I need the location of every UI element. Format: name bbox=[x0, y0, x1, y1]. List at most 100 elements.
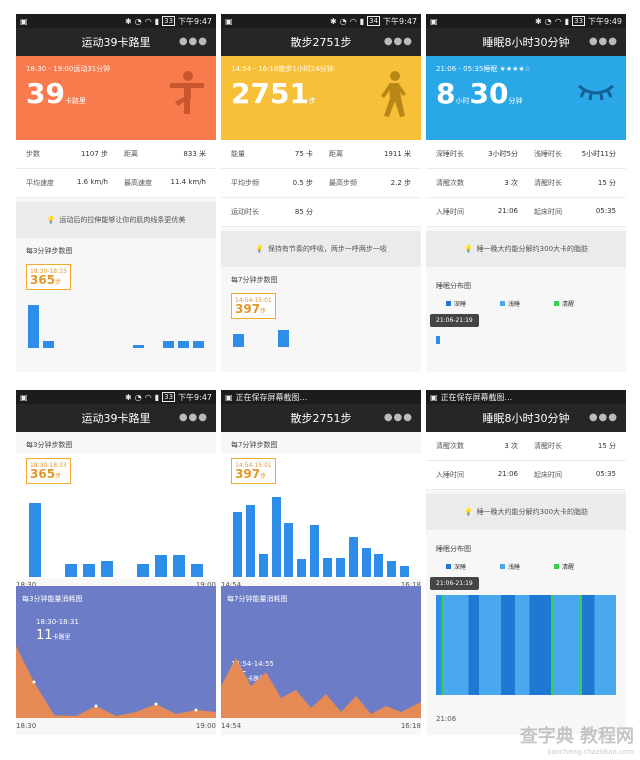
more-icon[interactable]: ●●● bbox=[588, 36, 618, 47]
step-bar[interactable] bbox=[172, 554, 186, 577]
legend-awake: 清醒 bbox=[554, 562, 574, 571]
stats-row: 运动时长 85 分 bbox=[221, 198, 421, 227]
steps-bar-chart: 18:30-18:33 365步 bbox=[16, 260, 216, 350]
stats-row: 平均速度 1.6 km/h 最高速度 11.4 km/h bbox=[16, 169, 216, 198]
battery-level: 34 bbox=[367, 16, 381, 26]
alarm-icon: ◔ bbox=[134, 392, 142, 402]
stats-row: 清醒次数 3 次 清醒时长 15 分 bbox=[426, 169, 626, 198]
chart-title: 每7分钟步数图 bbox=[231, 276, 278, 284]
more-icon[interactable]: ●●● bbox=[588, 412, 618, 423]
watermark-sub: jiaocheng.chazidian.com bbox=[547, 748, 634, 756]
stat-label: 最高步频 bbox=[329, 179, 357, 187]
step-bar[interactable] bbox=[28, 304, 39, 348]
step-bar[interactable] bbox=[82, 564, 96, 577]
page-title: 睡眠8小时30分钟 ●●● bbox=[426, 28, 626, 56]
step-bar[interactable] bbox=[100, 560, 114, 577]
stat-label: 距离 bbox=[329, 150, 343, 158]
step-bar[interactable] bbox=[335, 558, 345, 577]
tooltip-unit: 步 bbox=[260, 473, 267, 480]
lightbulb-icon: 💡 bbox=[255, 245, 264, 253]
stats-row: 能量 75 卡 距离 1911 米 bbox=[221, 140, 421, 169]
step-bar[interactable] bbox=[284, 523, 294, 577]
stat-label: 清醒次数 bbox=[436, 442, 464, 450]
chart-title: 每3分钟步数图 bbox=[26, 441, 73, 449]
step-bar[interactable] bbox=[310, 524, 320, 577]
title-text: 运动39卡路里 bbox=[81, 36, 151, 49]
title-text: 散步2751步 bbox=[290, 36, 352, 49]
step-bar[interactable] bbox=[361, 547, 371, 577]
step-bar[interactable] bbox=[190, 564, 204, 577]
step-bar[interactable] bbox=[28, 503, 42, 577]
step-bar[interactable] bbox=[133, 345, 144, 348]
stat-value: 05:35 bbox=[595, 207, 616, 215]
step-bar[interactable] bbox=[297, 559, 307, 577]
step-bar[interactable] bbox=[178, 340, 189, 348]
value-tooltip: 14:54-15:01 397步 bbox=[231, 458, 276, 484]
x-start: 18:30 bbox=[16, 722, 37, 730]
more-icon[interactable]: ●●● bbox=[383, 412, 413, 423]
step-bar[interactable] bbox=[245, 505, 255, 577]
step-bar[interactable] bbox=[154, 554, 168, 577]
step-bar[interactable] bbox=[136, 564, 150, 577]
step-bar[interactable] bbox=[193, 340, 204, 348]
step-bar[interactable] bbox=[278, 329, 289, 347]
energy-chart: 每3分钟能量消耗图 18:30-18:31 11卡路里 bbox=[16, 586, 216, 718]
stat-label: 距离 bbox=[124, 150, 138, 158]
app-icon: ▣ bbox=[20, 16, 28, 26]
step-bar[interactable] bbox=[348, 536, 358, 577]
wifi-icon: ◠ bbox=[554, 16, 562, 26]
steps-bar-chart: 14:54-15:01 397步 bbox=[221, 289, 421, 349]
step-bar[interactable] bbox=[374, 554, 384, 577]
energy-area bbox=[221, 658, 421, 718]
tooltip-unit: 步 bbox=[55, 279, 62, 286]
step-bar[interactable] bbox=[43, 340, 54, 348]
energy-x-axis: 18:30 19:00 bbox=[16, 720, 216, 732]
panel-sleep: ▣ ✱ ◔ ◠ ▮ 33 下午9:49 睡眠8小时30分钟 ●●● 21:06 - 05:35… bbox=[426, 14, 626, 372]
more-icon[interactable]: ●●● bbox=[178, 412, 208, 423]
bluetooth-icon: ✱ bbox=[125, 392, 132, 402]
step-bar[interactable] bbox=[271, 496, 281, 577]
app-icon: ▣ bbox=[430, 392, 438, 402]
step-bar[interactable] bbox=[387, 560, 397, 577]
step-bar[interactable] bbox=[64, 564, 78, 577]
x-axis: 18:30 19:00 bbox=[16, 579, 216, 591]
stat-label: 清醒时长 bbox=[534, 179, 562, 187]
summary-card: 14:54 - 16:18散步1小时24分钟 2751步 bbox=[221, 56, 421, 140]
more-icon[interactable]: ●●● bbox=[178, 36, 208, 47]
step-bar[interactable] bbox=[163, 340, 174, 348]
tooltip-range: 18:30-18:33 bbox=[30, 462, 67, 469]
step-bar[interactable] bbox=[322, 558, 332, 577]
more-icon[interactable]: ●●● bbox=[383, 36, 413, 47]
time-tooltip: 21:06-21:19 bbox=[430, 314, 479, 327]
battery-level: 33 bbox=[162, 392, 176, 402]
stat-label: 平均步频 bbox=[231, 179, 259, 187]
tip-text: 睡一晚大约能分解约300大卡的脂肪 bbox=[476, 245, 589, 253]
step-bar[interactable] bbox=[400, 565, 410, 577]
wifi-icon: ◠ bbox=[144, 16, 152, 26]
minutes-unit: 分钟 bbox=[508, 97, 523, 105]
stats-row: 入睡时间 21:06 起床时间 05:35 bbox=[426, 461, 626, 490]
alarm-icon: ◔ bbox=[134, 16, 142, 26]
step-bar[interactable] bbox=[233, 333, 244, 347]
stat-value: 85 分 bbox=[294, 208, 313, 216]
chart-title: 每7分钟步数图 bbox=[231, 441, 278, 449]
battery-level: 33 bbox=[572, 16, 586, 26]
tip-bar: 💡 运动后的拉伸能够让你的肌肉线条更优美 bbox=[16, 202, 216, 238]
signal-icon: ▮ bbox=[564, 16, 570, 26]
stats-table: 步数 1107 步 距离 833 米 平均速度 1.6 km/h 最高速度 11.4 km/… bbox=[16, 140, 216, 198]
stats-row: 平均步频 0.5 步 最高步频 2.2 步 bbox=[221, 169, 421, 198]
x-end: 16:18 bbox=[400, 581, 421, 589]
page-title: 散步2751步 ●●● bbox=[221, 28, 421, 56]
alarm-icon: ◔ bbox=[544, 16, 552, 26]
stat-label: 平均速度 bbox=[26, 179, 54, 187]
lightbulb-icon: 💡 bbox=[463, 508, 473, 516]
energy-readout: 11卡路里 bbox=[36, 628, 71, 643]
stat-label: 运动时长 bbox=[231, 208, 259, 216]
step-bar[interactable] bbox=[258, 554, 268, 577]
bluetooth-icon: ✱ bbox=[125, 16, 132, 26]
step-bar[interactable] bbox=[232, 512, 242, 577]
x-end: 19:00 bbox=[195, 722, 216, 730]
stat-value: 75 卡 bbox=[294, 150, 313, 158]
x-axis: 21:06 bbox=[426, 715, 626, 723]
